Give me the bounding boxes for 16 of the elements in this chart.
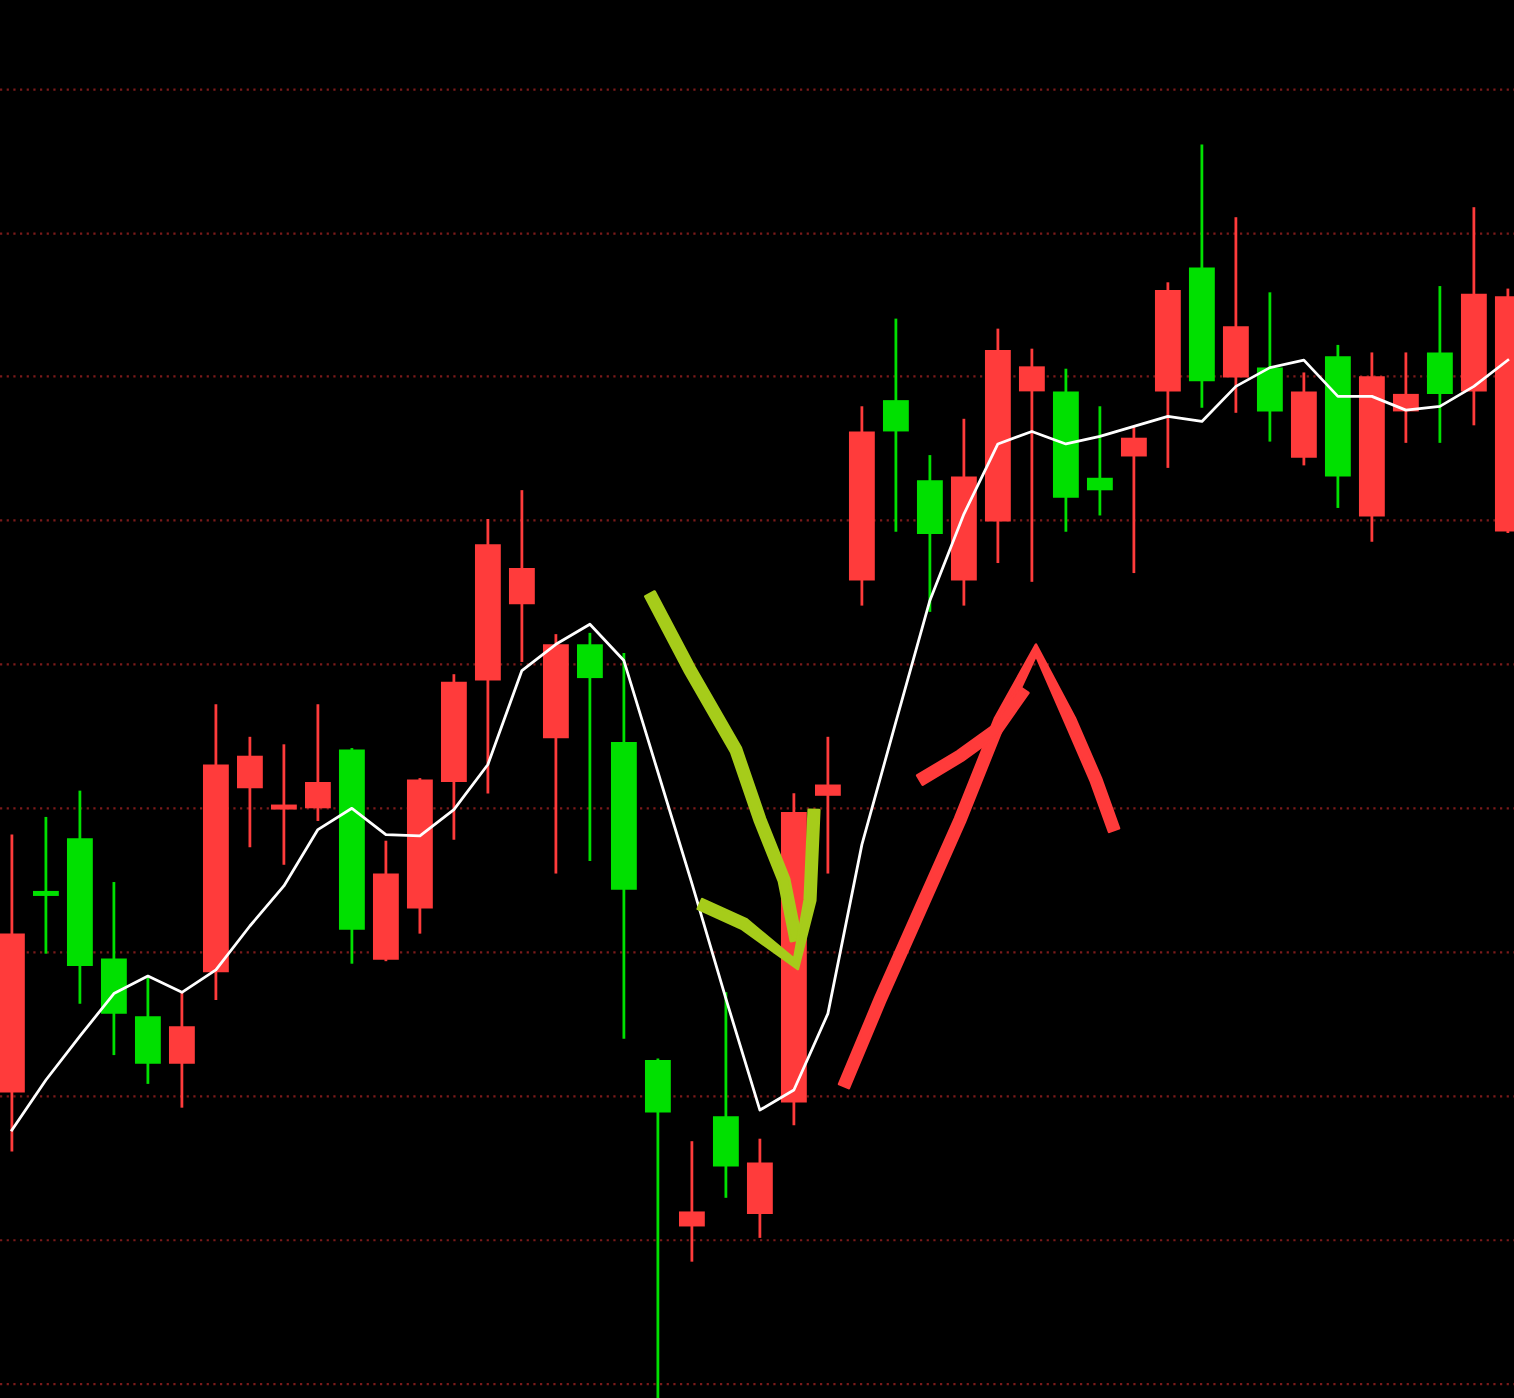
candlestick [1018,348,1045,582]
candlestick [1256,292,1283,442]
candlestick [236,736,263,848]
candlestick [1120,426,1147,574]
candlestick [678,1141,705,1262]
candlestick [1426,286,1453,443]
candlestick [270,744,297,865]
candlestick [882,318,909,532]
candlestick [508,490,535,662]
candlestick [1086,406,1113,516]
candlestick [32,816,59,954]
candlestick [576,632,603,862]
candlestick [168,992,195,1108]
candlestick [814,736,841,874]
candlestick [134,977,161,1084]
candlestick [304,704,331,821]
